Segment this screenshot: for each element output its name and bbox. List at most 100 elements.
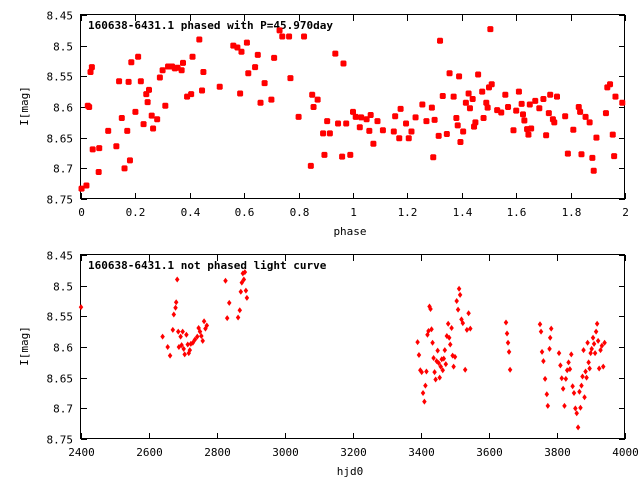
phased-data-point [78, 185, 85, 192]
phased-x-tick-label: 1.6 [507, 206, 527, 219]
unphased-x-tick-label: 3600 [476, 446, 503, 459]
phased-plot-frame [80, 14, 625, 199]
unphased-data-point [573, 405, 578, 412]
phased-x-tick-label: 1.4 [453, 206, 473, 219]
phased-data-point [526, 101, 533, 108]
phased-data-point [137, 78, 144, 85]
unphased-data-point [589, 345, 594, 352]
unphased-data-point [590, 334, 596, 341]
phased-data-point [343, 120, 350, 127]
phased-data-point [243, 39, 250, 46]
phased-data-point [89, 146, 96, 153]
unphased-data-point [237, 307, 243, 314]
phased-data-point [532, 97, 539, 104]
phased-data-point [456, 73, 463, 80]
unphased-data-point [224, 315, 230, 322]
unphased-data-point [201, 318, 207, 325]
phased-data-point [309, 91, 316, 98]
phased-x-tick-label: 0.8 [290, 206, 310, 219]
unphased-data-point [438, 363, 443, 370]
phased-data-point [257, 99, 264, 106]
unphased-data-point [428, 305, 433, 312]
unphased-data-point [178, 333, 183, 340]
unphased-data-point [542, 375, 548, 382]
phased-data-point [178, 67, 185, 74]
unphased-data-point [566, 359, 571, 366]
unphased-data-point [507, 366, 513, 373]
unphased-plot-title: 160638-6431.1 not phased light curve [88, 259, 327, 272]
phased-data-point [86, 104, 93, 110]
unphased-data-point [195, 333, 200, 340]
phased-data-point [113, 143, 120, 150]
phased-data-point [279, 33, 286, 40]
phased-data-point [307, 162, 314, 169]
unphased-data-point [457, 291, 463, 298]
phased-data-point [367, 111, 374, 118]
unphased-data-point [441, 355, 447, 362]
unphased-data-point [437, 374, 442, 381]
unphased-y-tick-label: 8.6 [53, 342, 73, 355]
unphased-data-point [432, 369, 437, 376]
unphased-data-point [562, 402, 567, 409]
phased-data-point [310, 104, 317, 110]
phased-data-point [189, 53, 196, 60]
unphased-data-point [558, 362, 563, 369]
phased-data-point [105, 127, 112, 134]
phased-y-tick-label: 8.45 [47, 10, 74, 23]
phased-data-point [358, 114, 365, 121]
phased-data-point [450, 93, 457, 100]
unphased-data-point [541, 358, 546, 365]
unphased-data-point [581, 347, 586, 354]
phased-data-point [140, 121, 147, 128]
phased-data-point [443, 130, 450, 137]
phased-data-point [366, 127, 373, 134]
phased-data-point [148, 112, 155, 119]
unphased-data-point [200, 337, 205, 344]
unphased-data-point [419, 369, 424, 376]
unphased-x-tick-label: 2600 [136, 446, 163, 459]
phased-data-point [525, 131, 532, 138]
unphased-data-point [244, 294, 250, 301]
phased-data-point [412, 114, 419, 121]
unphased-data-point [545, 402, 551, 409]
unphased-data-point [602, 339, 607, 346]
phased-data-point [488, 81, 495, 88]
unphased-data-point [537, 321, 543, 328]
unphased-data-point [241, 276, 247, 283]
phased-data-point [498, 109, 505, 116]
unphased-data-point [173, 299, 179, 306]
unphased-x-tick-label: 2800 [204, 446, 231, 459]
unphased-y-tick-label: 8.5 [53, 281, 73, 294]
phased-data-point [528, 125, 535, 132]
unphased-data-point [442, 347, 448, 354]
phased-data-point [124, 127, 131, 134]
phased-x-tick-label: 1.2 [398, 206, 418, 219]
unphased-data-point [571, 390, 577, 396]
unphased-data-point [567, 366, 573, 373]
unphased-data-point [539, 348, 545, 355]
phased-data-point [578, 151, 585, 158]
unphased-data-point [570, 383, 575, 390]
phased-data-point [609, 131, 616, 138]
phased-data-point [408, 128, 415, 135]
phased-data-point [423, 118, 430, 125]
phased-data-point [286, 33, 293, 40]
phased-data-point [326, 130, 333, 137]
phased-data-point [396, 135, 403, 142]
phased-data-point [479, 88, 486, 95]
phased-data-point [216, 83, 223, 90]
unphased-data-point [167, 352, 173, 359]
unphased-data-point [197, 328, 203, 335]
unphased-data-point [466, 310, 471, 317]
unphased-data-point [579, 382, 584, 389]
unphased-data-point [596, 365, 602, 372]
phased-data-point [118, 115, 125, 122]
phased-data-point [350, 108, 356, 115]
phased-data-point [88, 64, 95, 71]
phased-y-tick-label: 8.7 [53, 163, 73, 176]
unphased-data-point [446, 334, 452, 341]
unphased-data-point [538, 328, 544, 335]
phased-data-point [245, 70, 252, 77]
phased-data-point [347, 151, 354, 158]
phased-data-point [612, 93, 619, 100]
